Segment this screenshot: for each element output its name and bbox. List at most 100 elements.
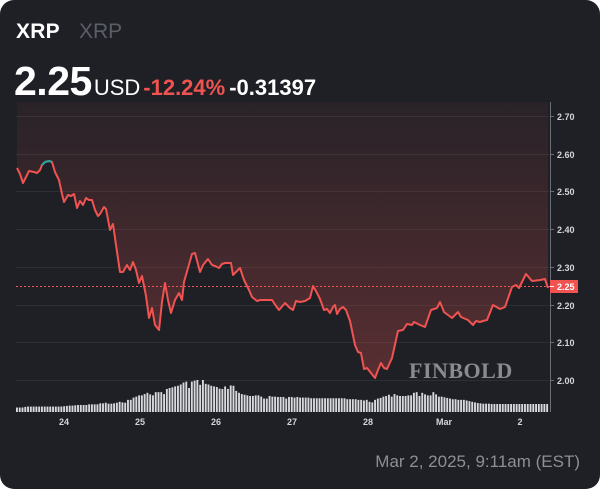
volume-bar bbox=[221, 388, 224, 412]
volume-bar bbox=[363, 400, 365, 412]
volume-bar bbox=[382, 396, 385, 412]
volume-bar bbox=[257, 395, 260, 412]
volume-bar bbox=[521, 404, 524, 412]
volume-bar bbox=[476, 403, 479, 412]
volume-bar bbox=[24, 406, 27, 412]
volume-bar bbox=[168, 388, 171, 412]
volume-bars bbox=[16, 380, 549, 412]
volume-bar bbox=[329, 398, 332, 412]
volume-bar bbox=[149, 394, 152, 412]
volume-bar bbox=[193, 380, 196, 412]
volume-bar bbox=[260, 396, 263, 412]
volume-bar bbox=[440, 396, 443, 412]
volume-bar bbox=[240, 394, 243, 412]
x-tick-label: 2 bbox=[517, 417, 522, 427]
volume-bar bbox=[418, 396, 421, 412]
volume-bar bbox=[146, 392, 149, 412]
volume-bar bbox=[307, 397, 310, 412]
volume-bar bbox=[490, 404, 493, 412]
volume-bar bbox=[152, 395, 154, 412]
volume-bar bbox=[454, 399, 457, 412]
volume-bar bbox=[510, 404, 513, 412]
volume-bar bbox=[537, 404, 540, 412]
volume-bar bbox=[399, 396, 401, 412]
last-price-value: 2.25 bbox=[557, 282, 575, 292]
volume-bar bbox=[421, 392, 424, 412]
volume-bar bbox=[332, 398, 335, 412]
volume-bar bbox=[160, 392, 163, 412]
volume-bar bbox=[368, 401, 371, 412]
volume-bar bbox=[540, 404, 543, 412]
volume-bar bbox=[385, 396, 388, 412]
volume-bar bbox=[38, 406, 41, 412]
volume-bar bbox=[199, 384, 202, 412]
volume-bar bbox=[387, 394, 390, 412]
volume-bar bbox=[99, 403, 102, 412]
volume-bar bbox=[443, 397, 446, 412]
volume-bar bbox=[543, 404, 546, 412]
y-tick-label: 2.20 bbox=[557, 301, 575, 311]
volume-bar bbox=[43, 406, 46, 412]
x-axis: 24 25 26 27 28 Mar 2 bbox=[59, 417, 523, 427]
x-tick-label: 24 bbox=[59, 417, 69, 427]
volume-bar bbox=[460, 399, 463, 412]
y-tick-label: 2.70 bbox=[557, 112, 575, 122]
volume-bar bbox=[235, 390, 238, 412]
y-tick-label: 2.60 bbox=[557, 150, 575, 160]
volume-bar bbox=[57, 406, 60, 412]
change-percent: -12.24% bbox=[143, 75, 226, 100]
volume-bar bbox=[154, 392, 157, 412]
volume-bar bbox=[268, 396, 271, 412]
volume-bar bbox=[165, 388, 168, 412]
volume-bar bbox=[46, 406, 49, 412]
volume-bar bbox=[274, 396, 277, 412]
volume-bar bbox=[90, 404, 93, 412]
volume-bar bbox=[132, 397, 135, 412]
price-area-fill bbox=[17, 102, 548, 378]
volume-bar bbox=[318, 398, 321, 412]
volume-bar bbox=[446, 397, 449, 412]
volume-bar bbox=[412, 392, 415, 412]
volume-bar bbox=[493, 404, 496, 412]
volume-bar bbox=[504, 404, 507, 412]
volume-bar bbox=[479, 403, 482, 412]
volume-bar bbox=[276, 396, 279, 412]
volume-bar bbox=[429, 395, 432, 412]
volume-bar bbox=[351, 399, 354, 412]
x-tick-label: 26 bbox=[211, 417, 221, 427]
volume-bar bbox=[29, 406, 32, 412]
volume-bar bbox=[365, 399, 368, 412]
volume-bar bbox=[379, 397, 382, 412]
volume-bar bbox=[60, 406, 63, 412]
y-tick-label: 2.10 bbox=[557, 338, 575, 348]
volume-bar bbox=[324, 398, 327, 412]
volume-bar bbox=[396, 395, 399, 412]
volume-bar bbox=[96, 404, 99, 412]
volume-bar bbox=[515, 404, 518, 412]
volume-bar bbox=[77, 404, 79, 412]
volume-bar bbox=[437, 396, 440, 412]
volume-bar bbox=[529, 404, 532, 412]
volume-bar bbox=[296, 396, 299, 412]
volume-bar bbox=[226, 388, 229, 412]
volume-bar bbox=[40, 406, 43, 412]
volume-bar bbox=[435, 394, 438, 412]
volume-bar bbox=[496, 404, 499, 412]
volume-bar bbox=[315, 398, 318, 412]
x-tick-label: 27 bbox=[287, 417, 297, 427]
volume-bar bbox=[407, 395, 410, 412]
y-tick-label: 2.50 bbox=[557, 187, 575, 197]
volume-bar bbox=[415, 392, 418, 412]
volume-bar bbox=[224, 386, 227, 412]
volume-bar bbox=[54, 406, 57, 412]
volume-bar bbox=[426, 395, 429, 412]
volume-bar bbox=[357, 399, 360, 412]
volume-bar bbox=[526, 404, 529, 412]
volume-bar bbox=[52, 406, 54, 412]
volume-bar bbox=[218, 388, 221, 412]
volume-bar bbox=[501, 404, 504, 412]
volume-bar bbox=[254, 395, 257, 412]
volume-bar bbox=[88, 404, 91, 412]
ticker-symbol: XRP bbox=[16, 20, 60, 43]
